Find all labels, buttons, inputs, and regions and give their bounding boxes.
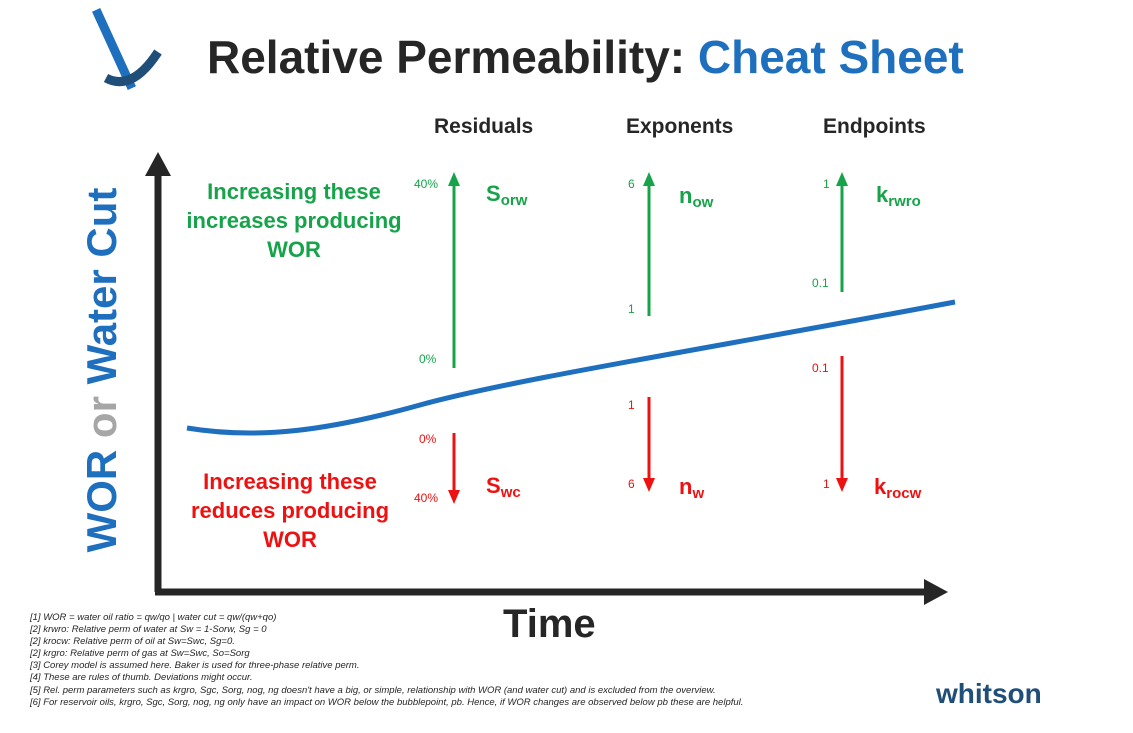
title-accent: Cheat Sheet	[697, 31, 964, 83]
krwro-symbol: krwro	[876, 182, 921, 210]
swc-symbol: Swc	[486, 473, 521, 501]
now-arrowhead	[643, 172, 655, 186]
column-header-residuals: Residuals	[434, 115, 534, 138]
krwro-arrowhead	[836, 172, 848, 186]
y-axis-label: WOR or Water Cut	[78, 187, 125, 553]
sorw-bottom-value: 0%	[419, 352, 437, 366]
sorw-arrowhead	[448, 172, 460, 186]
column-header-exponents: Exponents	[626, 115, 734, 138]
swc-top-value: 0%	[419, 432, 437, 446]
footnotes: [1] WOR = water oil ratio = qw/qo | wate…	[30, 612, 743, 709]
footnote: [5] Rel. perm parameters such as krgro, …	[30, 684, 716, 696]
nw-symbol: nw	[679, 474, 705, 502]
sorw-symbol: Sorw	[486, 181, 528, 209]
swc-arrowhead	[448, 490, 460, 504]
footnote: [4] These are rules of thumb. Deviations…	[30, 672, 253, 684]
x-axis-label: Time	[503, 602, 596, 646]
nw-arrowhead	[643, 478, 655, 492]
sorw-top-value: 40%	[414, 177, 439, 191]
footnote: [1] WOR = water oil ratio = qw/qo | wate…	[30, 612, 277, 623]
footnote: [3] Corey model is assumed here. Baker i…	[30, 660, 360, 672]
nw-top-value: 1	[628, 398, 635, 412]
krwro-bottom-value: 0.1	[812, 276, 829, 290]
x-axis-arrowhead	[924, 579, 948, 605]
brand-wordmark: whitson	[936, 678, 1042, 709]
krwro-top-value: 1	[823, 177, 830, 191]
footnote: [6] For reservoir oils, krgro, Sgc, Sorg…	[30, 696, 744, 708]
page-title: Relative Permeability: Cheat Sheet	[207, 30, 964, 84]
now-bottom-value: 1	[628, 302, 635, 316]
nw-bottom-value: 6	[628, 477, 635, 491]
krocw-top-value: 0.1	[812, 361, 829, 375]
krocw-arrowhead	[836, 478, 848, 492]
y-axis-arrowhead	[145, 152, 171, 176]
whitson-logo	[92, 8, 162, 90]
swc-bottom-value: 40%	[414, 491, 439, 505]
wor-curve	[186, 299, 956, 436]
increase-wor-message: Increasing these increases producing WOR	[186, 179, 402, 262]
footnote: [2] krwro: Relative perm of water at Sw …	[30, 624, 267, 636]
title-main: Relative Permeability:	[207, 31, 686, 83]
krocw-bottom-value: 1	[823, 477, 830, 491]
now-symbol: now	[679, 183, 714, 211]
column-header-endpoints: Endpoints	[823, 115, 926, 138]
footnote: [2] krocw: Relative perm of oil at Sw=Sw…	[30, 636, 235, 648]
footnote: [2] krgro: Relative perm of gas at Sw=Sw…	[30, 648, 250, 660]
now-top-value: 6	[628, 177, 635, 191]
krocw-symbol: krocw	[874, 474, 922, 502]
reduce-wor-message: Increasing these reduces producing WOR	[190, 469, 390, 552]
